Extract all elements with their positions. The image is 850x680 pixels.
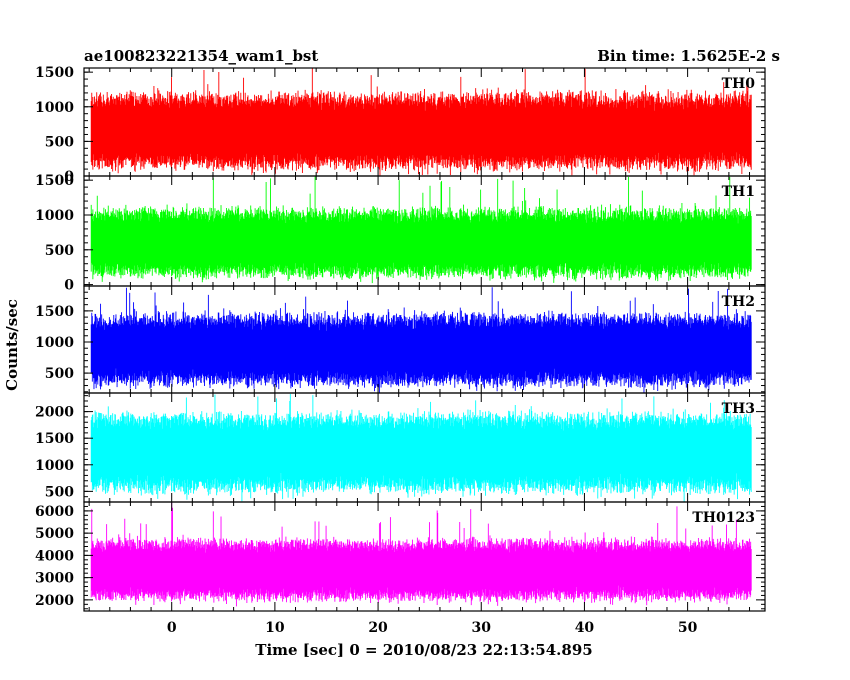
y-tick-label: 6000 xyxy=(35,504,74,520)
x-axis-label: Time [sec] 0 = 2010/08/23 22:13:54.895 xyxy=(255,641,592,659)
y-tick-label: 1000 xyxy=(35,458,74,474)
panel-th0: 0 500 1000 1500 TH0 xyxy=(35,65,766,185)
y-tick-label: 3000 xyxy=(35,571,74,587)
y-tick-label: 1000 xyxy=(35,100,74,116)
x-tick-label: 10 xyxy=(265,620,285,636)
y-tick-label: 1500 xyxy=(35,65,74,81)
series-th2 xyxy=(90,287,752,393)
panel-label-th0: TH0 xyxy=(722,76,756,92)
y-tick-label: 1000 xyxy=(35,208,74,224)
panel-frame xyxy=(83,501,766,612)
series-th0123 xyxy=(90,502,752,607)
observation-id-title: ae100823221354_wam1_bst xyxy=(84,47,318,65)
y-tick-label: 0 xyxy=(64,278,74,294)
panel-th2: 500 1000 1500 TH2 xyxy=(35,285,766,394)
x-tick-label: 0 xyxy=(167,620,177,636)
x-tick-label: 20 xyxy=(368,620,388,636)
panel-th1: 0 500 1000 1500 TH1 xyxy=(35,173,766,294)
panel-th0123: 2000 3000 4000 5000 6000 TH0123 xyxy=(35,501,766,612)
panel-th3: 500 1000 1500 2000 TH3 xyxy=(35,392,766,503)
y-tick-label: 0 xyxy=(64,169,74,185)
y-tick-label: 1500 xyxy=(35,304,74,320)
series-th3 xyxy=(90,393,752,502)
panel-label-th2: TH2 xyxy=(722,294,755,310)
y-tick-label: 500 xyxy=(45,134,74,150)
y-tick-label: 4000 xyxy=(35,548,74,564)
panel-label-th0123: TH0123 xyxy=(692,510,755,526)
y-tick-label: 1000 xyxy=(35,335,74,351)
y-tick-label: 1500 xyxy=(35,173,74,189)
series-th0 xyxy=(90,68,752,176)
panel-label-th1: TH1 xyxy=(722,184,755,200)
bin-time-title: Bin time: 1.5625E-2 s xyxy=(597,47,780,65)
panel-label-th3: TH3 xyxy=(722,401,755,417)
y-axis-label: Counts/sec xyxy=(3,299,21,391)
y-tick-label: 500 xyxy=(45,243,74,259)
y-tick-label: 2000 xyxy=(35,405,74,421)
y-tick-label: 1500 xyxy=(35,431,74,447)
y-tick-label: 500 xyxy=(45,366,74,382)
y-tick-label: 2000 xyxy=(35,593,74,609)
x-tick-label: 30 xyxy=(472,620,492,636)
x-tick-label: 40 xyxy=(575,620,595,636)
series-th1 xyxy=(90,176,752,284)
y-tick-label: 5000 xyxy=(35,526,74,542)
x-tick-label: 50 xyxy=(678,620,698,636)
y-tick-label: 500 xyxy=(45,484,74,500)
